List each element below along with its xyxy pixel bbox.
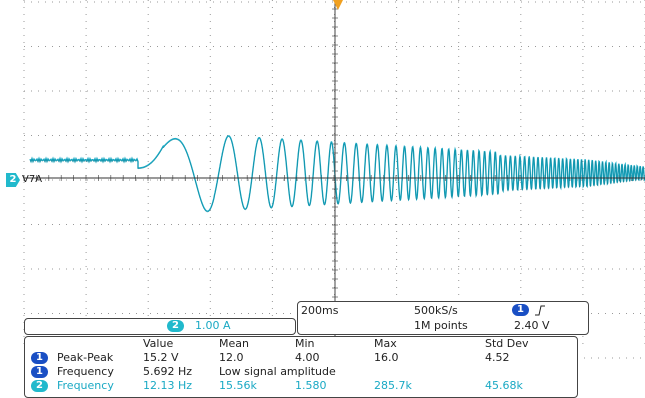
rising-edge-icon bbox=[535, 305, 545, 316]
acquisition-readout[interactable]: 200ms 500kS/s 1M points 1 2.40 V bbox=[297, 301, 589, 335]
row1-max: 16.0 bbox=[374, 351, 399, 364]
trigger-channel-badge: 1 bbox=[512, 304, 529, 316]
channel-2-badge: 2 bbox=[167, 320, 184, 332]
row1-name: Peak-Peak bbox=[57, 351, 114, 364]
channel-2-trace bbox=[29, 135, 645, 213]
waveform-shadow-path bbox=[29, 136, 645, 213]
waveform-path bbox=[29, 135, 645, 212]
row3-min: 1.580 bbox=[295, 379, 327, 392]
row2-note: Low signal amplitude bbox=[219, 365, 336, 378]
measurement-panel[interactable]: Value Mean Min Max Std Dev 1 Peak-Peak 1… bbox=[24, 336, 578, 398]
row3-value: 12.13 Hz bbox=[143, 379, 193, 392]
trigger-level: 2.40 V bbox=[514, 319, 550, 332]
row1-std-dev: 4.52 bbox=[485, 351, 510, 364]
row1-mean: 12.0 bbox=[219, 351, 244, 364]
channel-2-scale: 1.00 A bbox=[195, 319, 231, 332]
trigger-position-marker[interactable] bbox=[333, 0, 343, 10]
header-value: Value bbox=[143, 337, 174, 350]
header-min: Min bbox=[295, 337, 315, 350]
header-mean: Mean bbox=[219, 337, 249, 350]
timebase: 200ms bbox=[301, 304, 339, 317]
row2-name: Frequency bbox=[57, 365, 114, 378]
row1-value: 15.2 V bbox=[143, 351, 179, 364]
row2-channel-badge: 1 bbox=[31, 366, 48, 378]
row3-name: Frequency bbox=[57, 379, 114, 392]
channel-label: V7A bbox=[22, 174, 43, 185]
header-max: Max bbox=[374, 337, 397, 350]
header-std-dev: Std Dev bbox=[485, 337, 529, 350]
row3-mean: 15.56k bbox=[219, 379, 257, 392]
row2-value: 5.692 Hz bbox=[143, 365, 193, 378]
row1-channel-badge: 1 bbox=[31, 352, 48, 364]
row3-std-dev: 45.68k bbox=[485, 379, 523, 392]
row1-min: 4.00 bbox=[295, 351, 320, 364]
row3-max: 285.7k bbox=[374, 379, 412, 392]
row3-channel-badge: 2 bbox=[31, 380, 48, 392]
channel-2-number: 2 bbox=[9, 174, 17, 185]
channel-scale-readout[interactable]: 2 1.00 A bbox=[24, 318, 296, 335]
sample-rate: 500kS/s bbox=[414, 304, 458, 317]
channel-2-ground-marker[interactable]: 2 bbox=[6, 173, 20, 187]
record-length: 1M points bbox=[414, 319, 468, 332]
